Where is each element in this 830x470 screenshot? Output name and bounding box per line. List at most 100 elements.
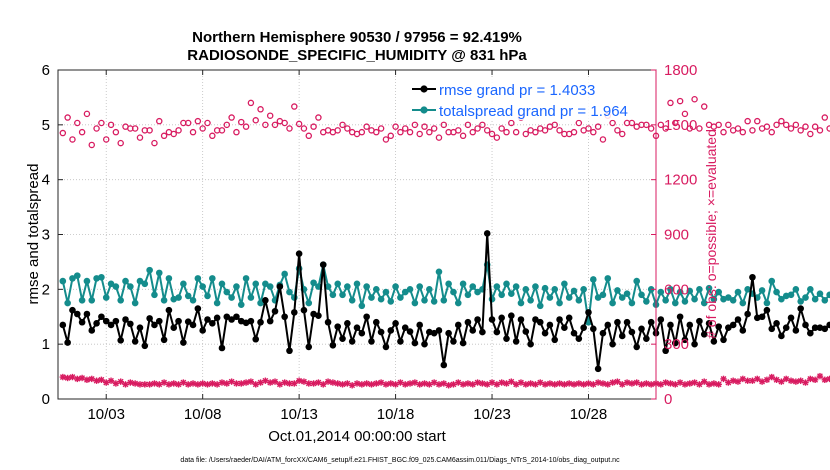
possible-obs-marker [102, 136, 110, 143]
totalspread-point [194, 275, 202, 282]
evaluated-obs-stroke [320, 381, 327, 388]
evaluated-obs-marker [387, 380, 394, 387]
rmse-point [686, 321, 694, 329]
totalspread-point [816, 290, 824, 298]
evaluated-obs-stroke [132, 380, 139, 387]
totalspread-point [209, 275, 216, 282]
evaluated-obs-stroke [609, 379, 616, 386]
possible-obs-marker [474, 125, 481, 132]
evaluated-obs-marker [725, 379, 732, 386]
evaluated-obs-marker [527, 380, 534, 387]
evaluated-obs-marker [435, 381, 443, 388]
evaluated-obs-stroke [146, 381, 153, 388]
totalspread-point [826, 291, 830, 299]
possible-obs-marker [778, 117, 785, 125]
possible-obs-marker [392, 123, 399, 130]
rmse-point [334, 323, 342, 330]
evaluated-obs-marker [638, 381, 645, 388]
totalspread-point [599, 291, 607, 299]
x-tick-label: 10/13 [280, 406, 318, 423]
evaluated-obs-marker [729, 377, 737, 384]
evaluated-obs-stroke [402, 381, 409, 388]
possible-obs-marker [643, 121, 650, 129]
totalspread-point [180, 280, 187, 288]
evaluated-obs-marker [397, 379, 404, 386]
totalspread-point [546, 294, 554, 301]
evaluated-obs-marker [98, 376, 105, 384]
rmse-point [252, 335, 260, 343]
totalspread-point [88, 297, 96, 304]
totalspread-point [739, 299, 747, 307]
totalspread-point [623, 290, 631, 298]
possible-obs-marker [667, 99, 674, 107]
possible-obs-marker [170, 130, 177, 138]
possible-obs-marker [662, 125, 669, 132]
rmse-point [348, 338, 356, 345]
possible-obs-marker [455, 127, 462, 134]
evaluated-obs-stroke [238, 380, 245, 387]
evaluated-obs-stroke [696, 381, 703, 388]
evaluated-obs-stroke [527, 380, 534, 387]
evaluated-obs-stroke [706, 381, 712, 388]
evaluated-obs-marker [744, 377, 751, 384]
possible-obs-marker [681, 110, 689, 118]
possible-obs-marker [218, 127, 226, 134]
rmse-point [266, 317, 274, 325]
totalspread-point [213, 299, 221, 307]
totalspread-point [725, 294, 732, 301]
evaluated-obs-marker [156, 381, 163, 388]
evaluated-obs-stroke [556, 380, 563, 387]
evaluated-obs-stroke [387, 380, 394, 387]
totalspread-point [358, 302, 366, 310]
evaluated-obs-marker [127, 379, 134, 386]
possible-obs-marker [720, 128, 727, 136]
rmse-point [551, 336, 559, 344]
evaluated-obs-stroke [566, 380, 573, 387]
evaluated-obs-marker [667, 380, 674, 387]
rmse-point [291, 309, 298, 316]
evaluated-obs-stroke [88, 375, 95, 382]
possible-obs-marker [247, 99, 255, 107]
rmse-point [691, 340, 698, 348]
possible-obs-marker [696, 125, 703, 132]
possible-obs-marker [715, 121, 722, 129]
possible-obs-marker [672, 119, 679, 127]
rmse-point [170, 324, 178, 332]
rmse-point [580, 324, 587, 332]
possible-obs-marker [556, 127, 563, 134]
possible-obs-marker [657, 121, 665, 129]
totalspread-point [667, 286, 674, 293]
totalspread-point [792, 286, 800, 293]
totalspread-point [127, 283, 134, 290]
possible-obs-marker [204, 119, 211, 127]
evaluated-obs-stroke [739, 375, 746, 382]
evaluated-obs-stroke [349, 382, 356, 389]
possible-obs-marker [479, 121, 486, 129]
evaluated-obs-stroke [392, 381, 399, 388]
totalspread-point [758, 287, 766, 294]
rmse-point [561, 324, 568, 332]
rmse-point [262, 297, 269, 304]
possible-obs-marker [782, 121, 790, 129]
evaluated-obs-marker [421, 380, 428, 387]
evaluated-obs-stroke [551, 381, 558, 388]
totalspread-point [344, 283, 351, 290]
totalspread-point [474, 288, 481, 296]
evaluated-obs-marker [247, 378, 255, 385]
possible-obs-marker [749, 127, 756, 134]
rmse-point [146, 315, 153, 322]
evaluated-obs-marker [546, 380, 554, 387]
rmse-point [821, 325, 829, 333]
evaluated-obs-stroke [223, 380, 230, 387]
evaluated-obs-stroke [764, 376, 770, 383]
possible-obs-marker [609, 119, 616, 127]
totalspread-point [83, 277, 91, 285]
possible-obs-marker [440, 121, 448, 129]
evaluated-obs-stroke [310, 380, 317, 387]
evaluated-obs-marker [406, 380, 414, 387]
rmse-point [93, 320, 100, 327]
rmse-point [165, 306, 173, 314]
possible-obs-marker [647, 125, 655, 132]
rmse-point [344, 320, 351, 327]
rmse-point [705, 320, 713, 327]
